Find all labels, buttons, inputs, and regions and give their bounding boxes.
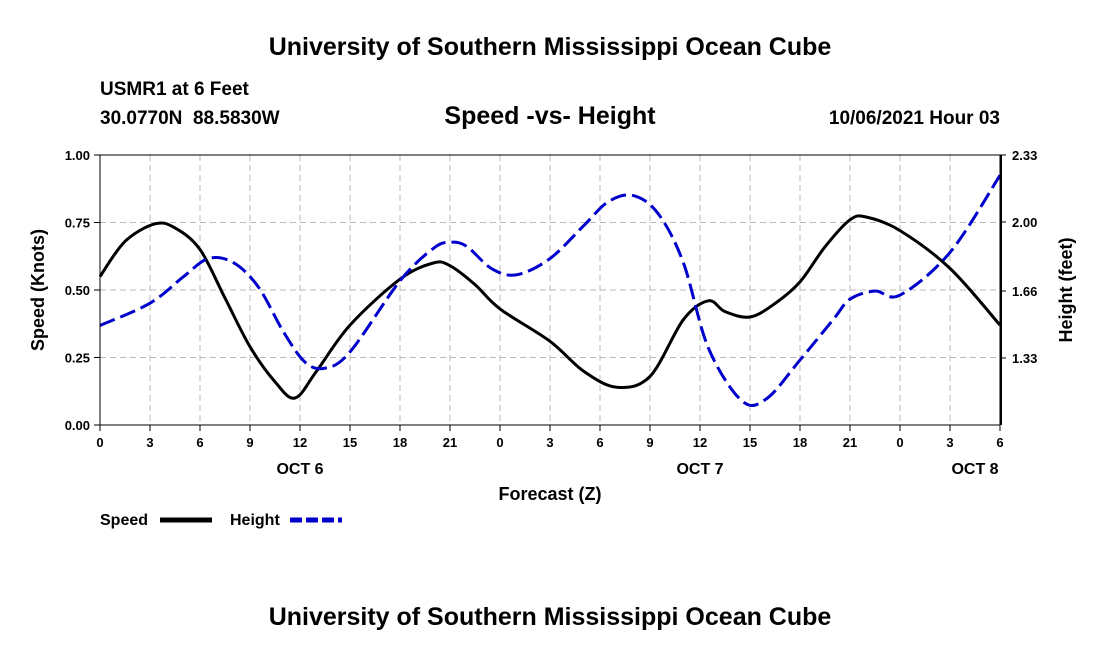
x-tick-label: 0 [96,435,103,450]
y-left-tick-label: 0.00 [65,418,90,433]
x-tick-label: 18 [393,435,407,450]
y-right-tick-label: 1.33 [1012,351,1037,366]
series-line-speed [98,214,1002,400]
date-label: OCT 7 [676,461,723,478]
grid-lines [100,155,1000,425]
y-left-tick-label: 0.25 [65,351,90,366]
x-axis-ticks: 0 3 6 9 12 15 18 21 0 3 6 9 12 15 18 21 0 3 6 [96,425,1004,450]
y-left-tick-label: 0.50 [65,283,90,298]
x-tick-label: 6 [196,435,203,450]
x-tick-label: 9 [246,435,253,450]
date-label: OCT 6 [276,461,323,478]
y-axis-left-label: Speed (Knots) [28,229,48,351]
series-line-height [99,174,1002,407]
y-axis-right-label: Height (feet) [1056,238,1076,343]
x-tick-label: 21 [843,435,857,450]
x-tick-label: 12 [693,435,707,450]
x-tick-label: 15 [343,435,357,450]
x-tick-label: 6 [596,435,603,450]
date-labels: OCT 6 OCT 7 OCT 8 [276,461,998,478]
y-right-tick-label: 1.66 [1012,284,1037,299]
x-tick-label: 15 [743,435,757,450]
coordinates-label: 30.0770N 88.5830W [100,108,280,129]
legend-label-speed: Speed [100,512,148,529]
legend-label-height: Height [230,512,280,529]
top-title: University of Southern Mississippi Ocean… [269,33,832,61]
right-axis-ticks: 1.33 1.66 2.00 2.33 [1000,148,1037,366]
x-tick-label: 12 [293,435,307,450]
x-tick-label: 21 [443,435,457,450]
x-tick-label: 3 [546,435,553,450]
x-tick-label: 6 [996,435,1003,450]
legend: Speed Height [100,512,342,529]
x-tick-label: 3 [946,435,953,450]
x-axis-label: Forecast (Z) [498,484,601,504]
y-left-tick-label: 0.75 [65,216,90,231]
x-tick-label: 9 [646,435,653,450]
y-right-tick-label: 2.00 [1012,215,1037,230]
chart-title: Speed -vs- Height [444,102,656,130]
datetime-label: 10/06/2021 Hour 03 [829,108,1000,129]
left-axis-ticks: 0.00 0.25 0.50 0.75 1.00 [65,148,100,433]
bottom-title: University of Southern Mississippi Ocean… [269,603,832,631]
x-tick-label: 0 [496,435,503,450]
station-label: USMR1 at 6 Feet [100,79,250,100]
x-tick-label: 0 [896,435,903,450]
series-layer [98,174,1002,407]
x-tick-label: 18 [793,435,807,450]
date-label: OCT 8 [951,461,998,478]
y-right-tick-label: 2.33 [1012,148,1037,163]
y-left-tick-label: 1.00 [65,148,90,163]
x-tick-label: 3 [146,435,153,450]
